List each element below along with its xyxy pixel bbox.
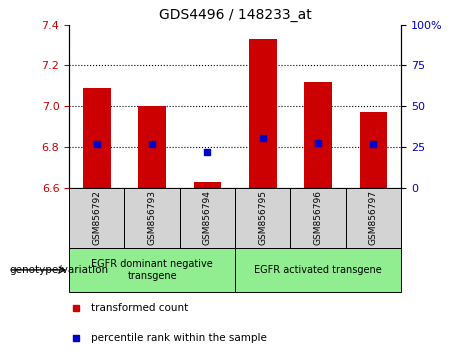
- FancyBboxPatch shape: [346, 188, 401, 248]
- Bar: [83, 88, 111, 188]
- FancyBboxPatch shape: [235, 188, 290, 248]
- Bar: [304, 82, 332, 188]
- Text: GSM856795: GSM856795: [258, 190, 267, 245]
- Text: GSM856792: GSM856792: [92, 190, 101, 245]
- Text: GSM856793: GSM856793: [148, 190, 157, 245]
- Text: GSM856794: GSM856794: [203, 190, 212, 245]
- Text: EGFR activated transgene: EGFR activated transgene: [254, 265, 382, 275]
- Text: transformed count: transformed count: [91, 303, 188, 313]
- FancyBboxPatch shape: [180, 188, 235, 248]
- Bar: [138, 106, 166, 188]
- FancyBboxPatch shape: [235, 248, 401, 292]
- Text: GSM856796: GSM856796: [313, 190, 323, 245]
- Text: GSM856797: GSM856797: [369, 190, 378, 245]
- Text: genotype/variation: genotype/variation: [9, 265, 108, 275]
- Bar: [360, 112, 387, 188]
- FancyBboxPatch shape: [69, 248, 235, 292]
- FancyBboxPatch shape: [290, 188, 346, 248]
- FancyBboxPatch shape: [69, 188, 124, 248]
- FancyBboxPatch shape: [124, 188, 180, 248]
- Bar: [249, 39, 277, 188]
- Text: EGFR dominant negative
transgene: EGFR dominant negative transgene: [91, 259, 213, 281]
- Bar: [194, 182, 221, 188]
- Text: percentile rank within the sample: percentile rank within the sample: [91, 333, 266, 343]
- Title: GDS4496 / 148233_at: GDS4496 / 148233_at: [159, 8, 312, 22]
